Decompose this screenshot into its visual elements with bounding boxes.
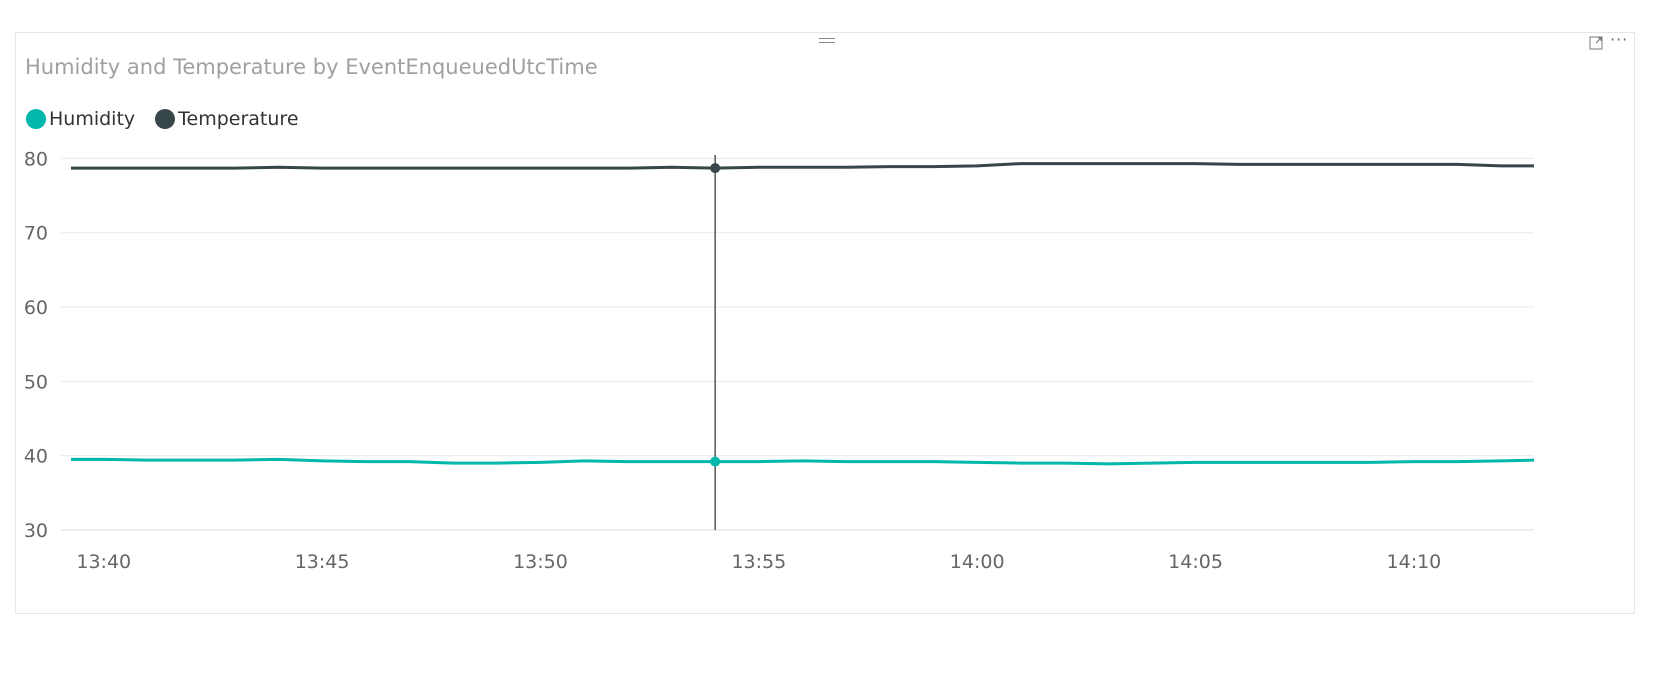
x-tick-label: 13:40 [76,551,131,573]
x-tick-label: 13:55 [731,551,786,573]
chart-title: Humidity and Temperature by EventEnqueue… [25,55,598,79]
chart-legend: Humidity Temperature [26,108,319,130]
y-tick-label: 50 [24,371,48,393]
y-tick-label: 40 [24,446,48,468]
legend-label-humidity: Humidity [49,108,136,130]
legend-item-temperature[interactable]: Temperature [155,108,299,130]
x-tick-label: 14:10 [1387,551,1442,573]
x-tick-label: 14:05 [1168,551,1223,573]
legend-item-humidity[interactable]: Humidity [26,108,135,130]
hover-marker-humidity[interactable] [710,456,721,467]
y-tick-label: 70 [24,223,48,245]
focus-mode-icon[interactable] [1589,36,1603,50]
more-options-icon[interactable]: ··· [1610,30,1629,49]
y-tick-label: 30 [24,520,48,542]
series-line-humidity[interactable] [71,457,1535,466]
drag-handle-icon[interactable] [819,38,835,44]
chart-visual[interactable]: ··· Humidity and Temperature by EventEnq… [15,30,1635,614]
legend-label-temperature: Temperature [178,108,299,130]
x-tick-label: 13:50 [513,551,568,573]
legend-marker-temperature [155,109,176,129]
hover-marker-temperature[interactable] [710,163,721,174]
legend-marker-humidity [26,109,46,129]
x-tick-label: 13:45 [295,551,350,573]
series-line-temperature[interactable] [71,162,1534,170]
x-tick-label: 14:00 [950,551,1005,573]
y-tick-label: 60 [24,297,48,319]
y-tick-label: 80 [24,148,48,170]
line-chart-plot[interactable]: 30 40 50 60 70 80 13:40 13:45 13:50 13:55 14:00 14:… [16,33,1634,613]
